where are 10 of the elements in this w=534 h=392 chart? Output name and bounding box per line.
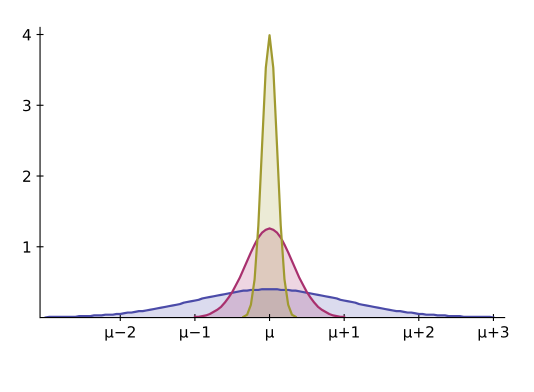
y-tick-label: 2 — [23, 170, 30, 182]
x-tick-label: μ+1 — [329, 326, 359, 341]
y-tick-label: 3 — [23, 100, 30, 112]
x-tick-label: μ−2 — [105, 326, 135, 341]
y-tick-label: 1 — [24, 241, 30, 253]
y-tick-label: 4 — [22, 29, 31, 40]
x-tick-label: μ−1 — [180, 326, 210, 341]
x-tick-label: μ+2 — [404, 326, 434, 341]
x-tick-label: μ — [266, 329, 274, 341]
x-tick-label: μ+3 — [478, 326, 508, 341]
